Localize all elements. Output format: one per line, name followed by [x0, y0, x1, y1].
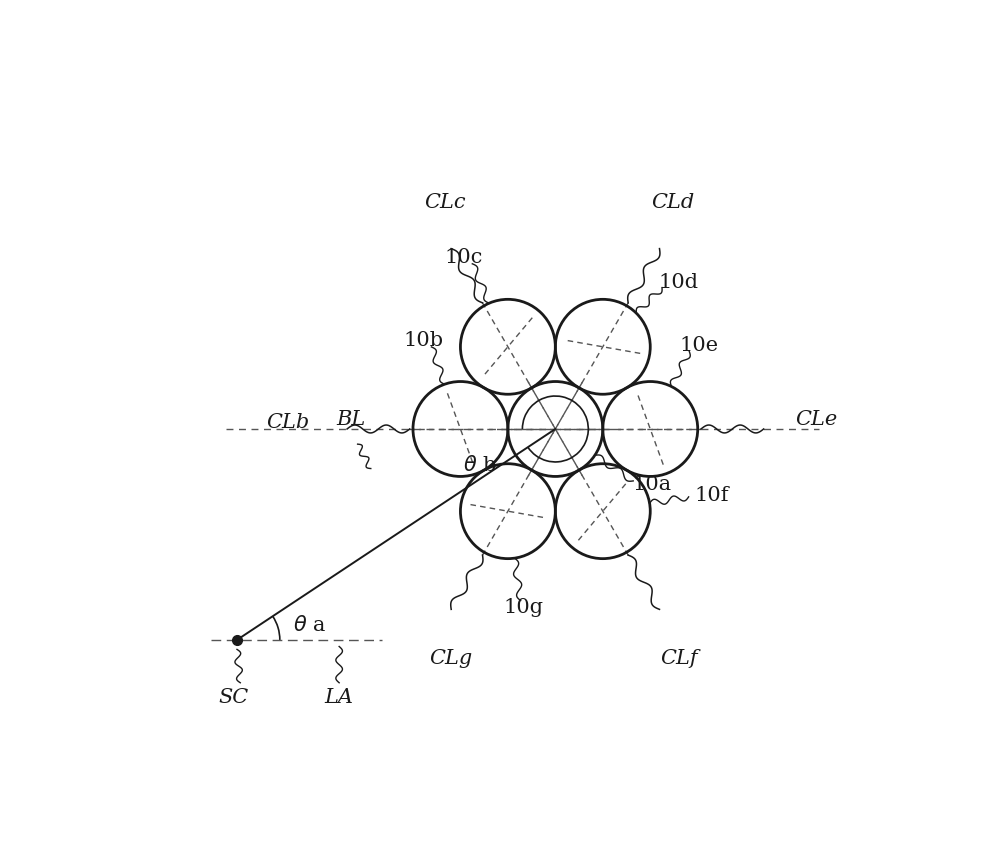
Text: 10c: 10c — [444, 248, 482, 267]
Text: CLb: CLb — [266, 413, 309, 432]
Text: CLc: CLc — [424, 193, 465, 212]
Text: $\theta$ a: $\theta$ a — [293, 615, 326, 635]
Text: $\theta$ b: $\theta$ b — [463, 455, 496, 475]
Text: BL: BL — [336, 410, 366, 429]
Text: CLd: CLd — [651, 193, 694, 212]
Text: 10a: 10a — [633, 475, 672, 494]
Text: 10g: 10g — [504, 597, 544, 616]
Text: 10e: 10e — [680, 336, 719, 354]
Text: CLf: CLf — [660, 650, 698, 669]
Text: CLe: CLe — [795, 410, 837, 429]
Text: 10f: 10f — [694, 486, 729, 505]
Text: 10b: 10b — [404, 331, 444, 350]
Text: SC: SC — [219, 687, 249, 707]
Text: LA: LA — [325, 687, 354, 707]
Text: 10d: 10d — [658, 273, 698, 293]
Text: CLg: CLg — [430, 650, 473, 669]
